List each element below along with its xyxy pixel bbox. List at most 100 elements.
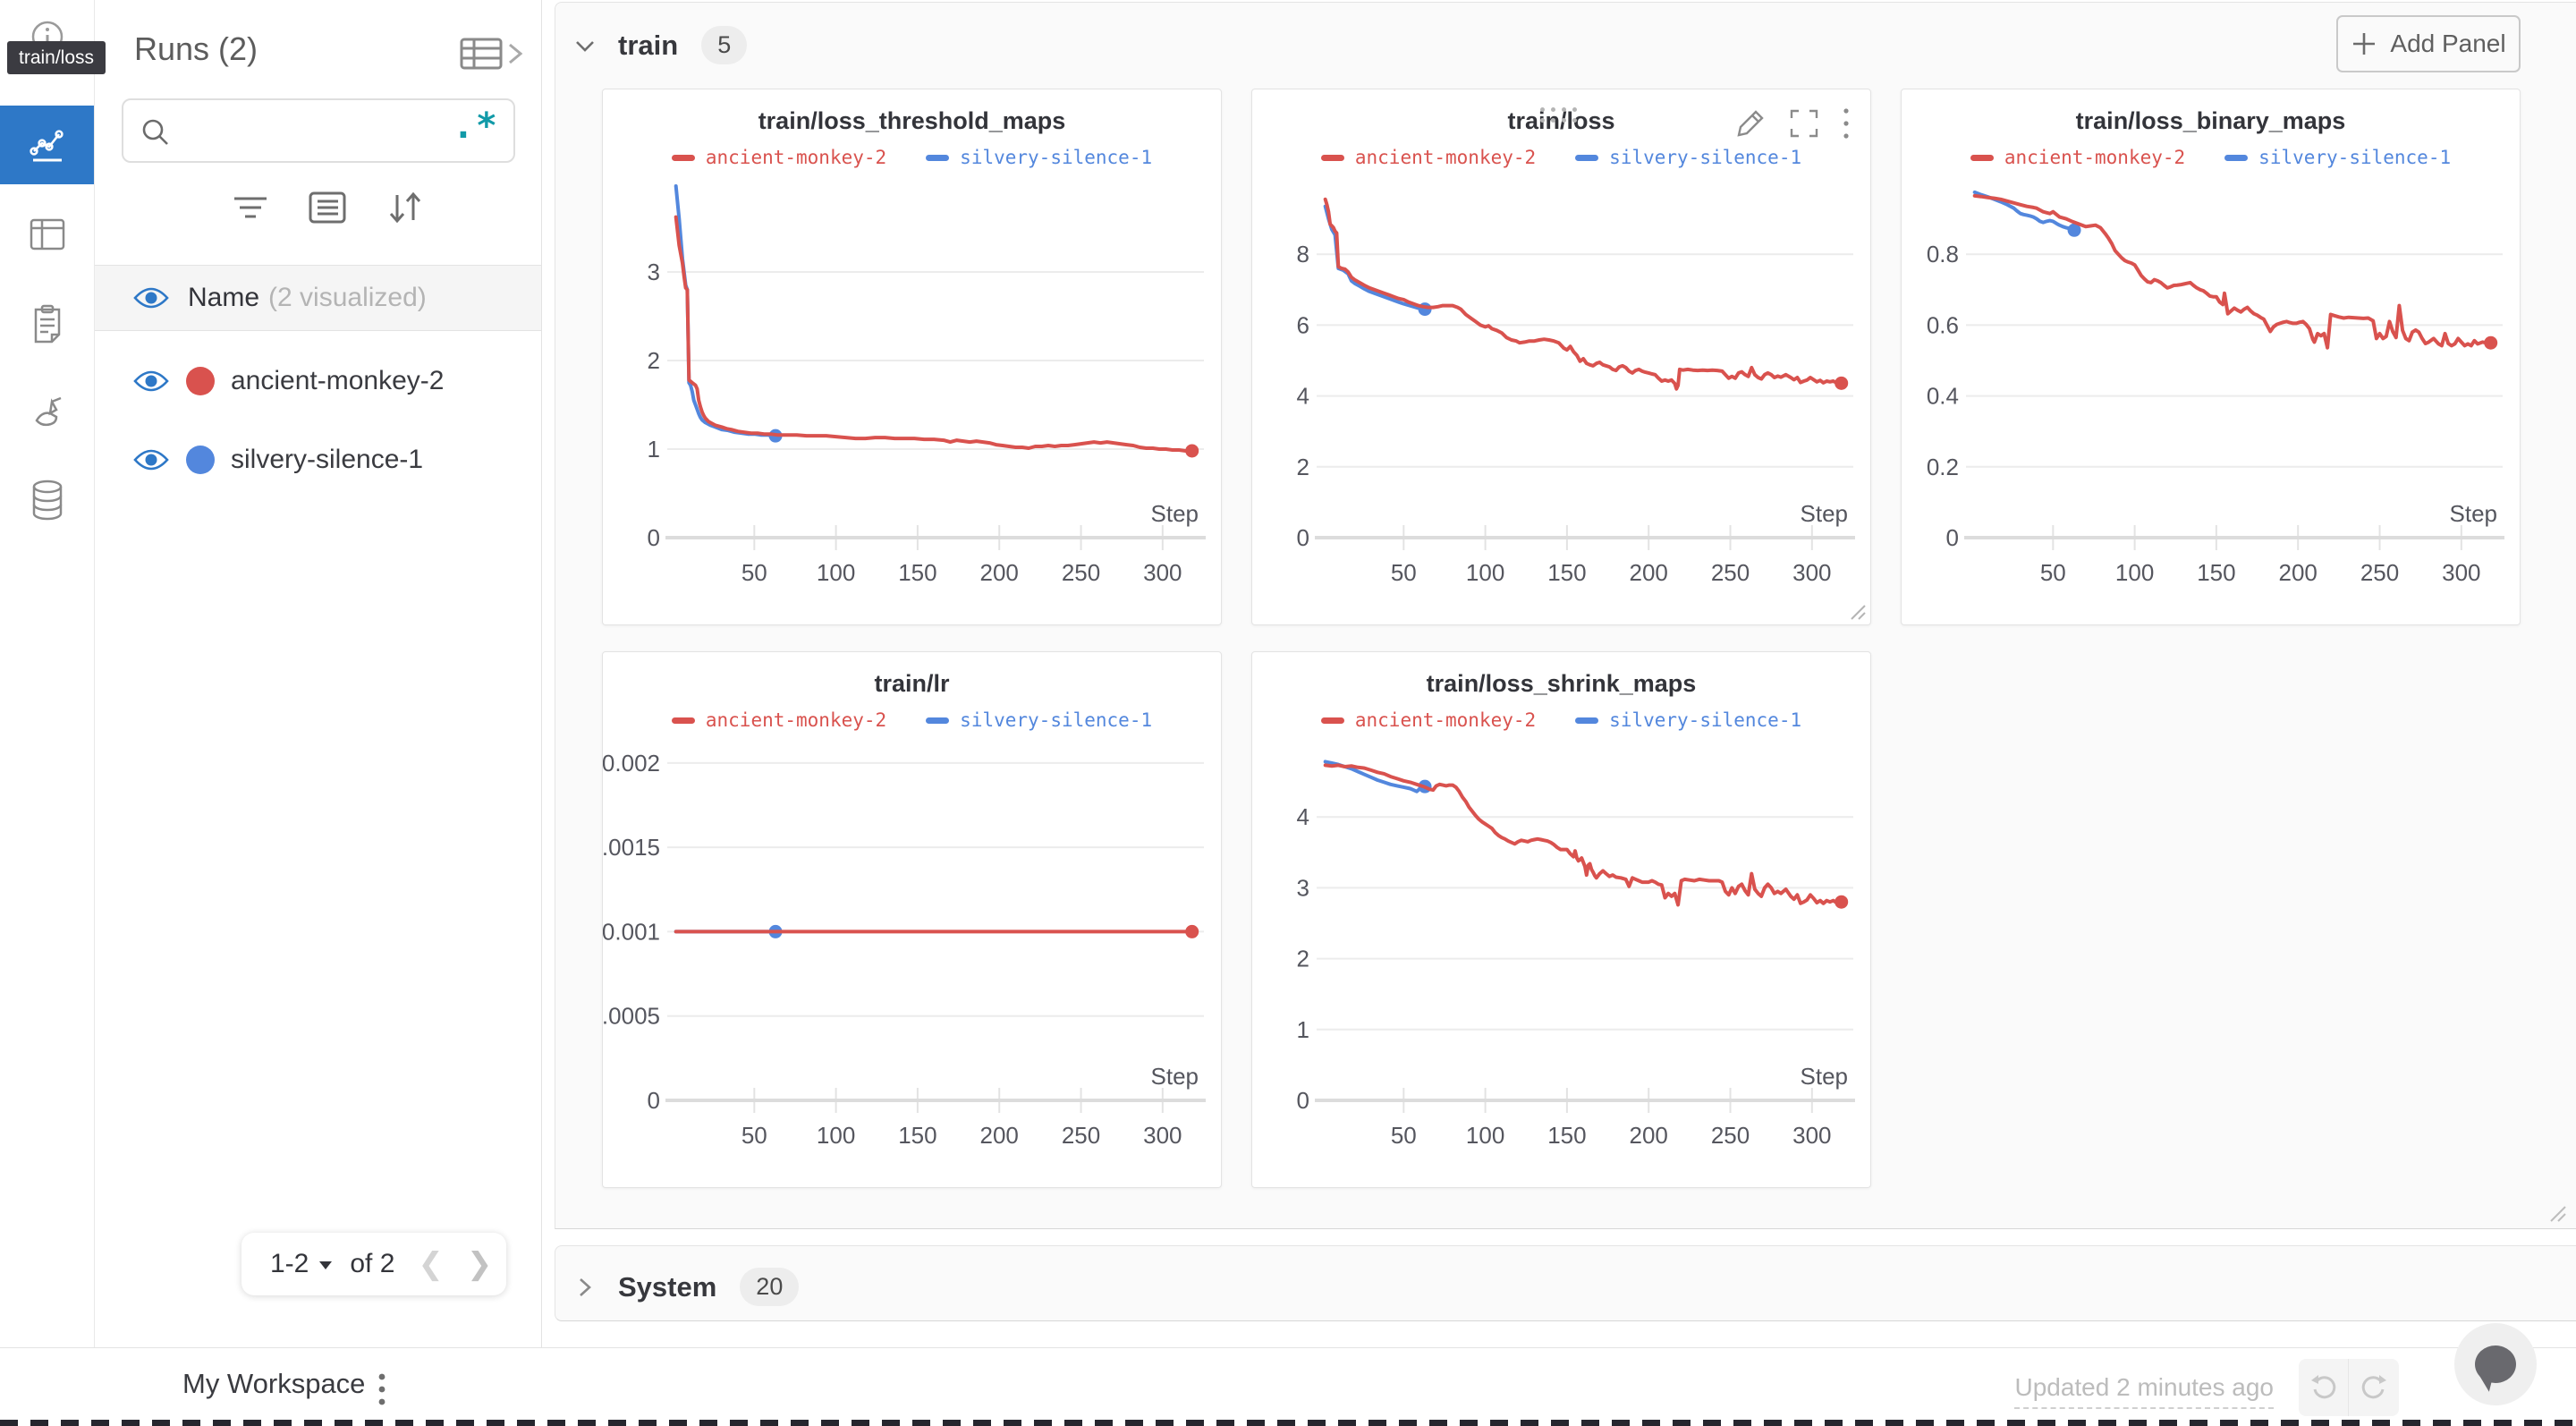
- svg-text:0: 0: [648, 524, 660, 551]
- svg-text:3: 3: [1297, 874, 1309, 901]
- svg-text:100: 100: [817, 559, 855, 586]
- svg-text:300: 300: [1143, 559, 1182, 586]
- svg-text:4: 4: [1297, 383, 1309, 410]
- legend-item[interactable]: ancient-monkey-2: [1970, 147, 2185, 168]
- toggle-run-visibility-button[interactable]: [131, 368, 172, 395]
- legend-run-name: ancient-monkey-2: [2004, 147, 2186, 168]
- run-row[interactable]: silvery-silence-1: [95, 420, 541, 499]
- svg-text:50: 50: [741, 559, 767, 586]
- legend-item[interactable]: ancient-monkey-2: [1320, 709, 1536, 731]
- chart-legend: ancient-monkey-2 silvery-silence-1: [1252, 144, 1870, 171]
- toggle-run-visibility-button[interactable]: [131, 446, 172, 473]
- page-size-dropdown-icon[interactable]: [314, 1255, 337, 1273]
- legend-item[interactable]: silvery-silence-1: [926, 709, 1152, 731]
- section-resize-handle[interactable]: [2547, 1203, 2567, 1223]
- chart-plot[interactable]: 0 0.2 0.4 0.6 0.8 50 100 150 200 250 300 Step: [1902, 171, 2520, 616]
- panel-resize-handle[interactable]: [1849, 603, 1867, 621]
- run-row[interactable]: ancient-monkey-2: [95, 342, 541, 420]
- legend-item[interactable]: silvery-silence-1: [2224, 147, 2451, 168]
- section-train-header[interactable]: train 5: [572, 26, 748, 64]
- sidebar-item-charts[interactable]: [0, 106, 94, 184]
- chart-plot[interactable]: 0 1 2 3 4 50 100 150 200 250 300 Step: [1252, 734, 1870, 1179]
- svg-text:200: 200: [980, 1122, 1019, 1149]
- sort-icon[interactable]: [379, 184, 429, 231]
- sidebar-item-logs[interactable]: [0, 284, 94, 363]
- panel-menu-kebab-icon[interactable]: [1842, 106, 1851, 141]
- svg-text:100: 100: [817, 1122, 855, 1149]
- chart-legend: ancient-monkey-2 silvery-silence-1: [603, 707, 1221, 734]
- tooltip: train/loss: [7, 41, 106, 74]
- expand-runs-table-button[interactable]: [458, 34, 526, 78]
- runs-pagination: 1-2 of 2 ❮ ❯: [242, 1233, 506, 1295]
- workspace-name-button[interactable]: My Workspace: [182, 1368, 366, 1399]
- workspace-main: train 5 Add Panel train/loss_threshold_m…: [543, 0, 2576, 1347]
- filter-icon[interactable]: [225, 184, 275, 231]
- runs-panel-title: Runs (2): [134, 30, 258, 67]
- group-icon[interactable]: [302, 184, 352, 231]
- svg-text:300: 300: [1792, 559, 1831, 586]
- search-icon: [142, 119, 168, 145]
- legend-run-name: silvery-silence-1: [2258, 147, 2452, 168]
- svg-text:50: 50: [1391, 1122, 1417, 1149]
- legend-run-name: silvery-silence-1: [1609, 147, 1802, 168]
- chart-plot[interactable]: 0 2 4 6 8 50 100 150 200 250 300 Step: [1252, 171, 1870, 616]
- svg-text:250: 250: [1062, 559, 1100, 586]
- legend-item[interactable]: ancient-monkey-2: [671, 147, 886, 168]
- edit-panel-icon[interactable]: [1736, 107, 1767, 140]
- svg-text:0: 0: [1297, 524, 1309, 551]
- run-color-dot[interactable]: [186, 367, 215, 395]
- svg-text:Step: Step: [1801, 1063, 1849, 1090]
- svg-text:Step: Step: [1151, 500, 1199, 527]
- svg-text:0.2: 0.2: [1927, 454, 1959, 480]
- svg-text:0.001: 0.001: [603, 918, 660, 945]
- svg-text:1: 1: [648, 436, 660, 463]
- panel-toolbar: [1736, 106, 1851, 141]
- svg-text:100: 100: [1466, 1122, 1504, 1149]
- left-nav-rail: [0, 0, 95, 1347]
- legend-item[interactable]: silvery-silence-1: [1575, 709, 1801, 731]
- eye-icon: [133, 287, 169, 309]
- runs-list-header: Name (2 visualized): [95, 265, 541, 331]
- legend-swatch: [1575, 154, 1599, 161]
- workspace-menu-kebab-icon[interactable]: [376, 1370, 388, 1409]
- sidebar-item-artifacts[interactable]: [0, 462, 94, 540]
- legend-item[interactable]: ancient-monkey-2: [671, 709, 887, 731]
- chart-panel: train/loss_threshold_maps ancient-monkey-…: [602, 89, 1222, 625]
- section-title: train: [618, 29, 679, 61]
- fullscreen-icon[interactable]: [1788, 107, 1820, 140]
- sidebar-item-panels[interactable]: [0, 195, 94, 274]
- chart-panel: train/loss ancient-monkey-2 silvery-silenc…: [1251, 89, 1871, 625]
- sidebar-item-sweeps[interactable]: [0, 376, 94, 454]
- svg-text:150: 150: [1547, 559, 1586, 586]
- tooltip-label: train/loss: [19, 47, 95, 68]
- page-range[interactable]: 1-2: [270, 1249, 309, 1278]
- legend-item[interactable]: ancient-monkey-2: [1320, 147, 1536, 168]
- run-color-dot[interactable]: [186, 446, 215, 474]
- svg-text:0: 0: [648, 1087, 660, 1114]
- help-chat-button[interactable]: [2454, 1323, 2537, 1405]
- runs-search-input[interactable]: [181, 104, 449, 157]
- add-panel-button[interactable]: Add Panel: [2336, 15, 2521, 72]
- svg-text:Step: Step: [2450, 500, 2498, 527]
- svg-text:0.4: 0.4: [1927, 383, 1959, 410]
- chart-panel: train/loss_binary_maps ancient-monkey-2 si…: [1901, 89, 2521, 625]
- regex-toggle-icon[interactable]: .*: [452, 106, 499, 147]
- toggle-all-visibility-button[interactable]: [131, 284, 172, 311]
- redo-button[interactable]: [2349, 1359, 2399, 1416]
- panel-drag-handle-icon[interactable]: [1539, 107, 1583, 129]
- chart-title: train/loss_shrink_maps: [1426, 670, 1697, 697]
- database-icon: [32, 480, 62, 521]
- chart-legend: ancient-monkey-2 silvery-silence-1: [1902, 144, 2520, 171]
- prev-page-button[interactable]: ❮: [418, 1247, 444, 1281]
- chart-plot[interactable]: 0 1 2 3 50 100 150 200 250 300 Step: [603, 171, 1221, 616]
- section-system-header[interactable]: System 20: [572, 1268, 800, 1306]
- chart-plot[interactable]: 0 0.0005 0.001 0.0015 0.002 50 100 150 200 250 300…: [589, 734, 1221, 1179]
- legend-item[interactable]: silvery-silence-1: [1575, 147, 1801, 168]
- next-page-button[interactable]: ❯: [466, 1247, 493, 1281]
- legend-run-name: silvery-silence-1: [960, 147, 1153, 168]
- legend-item[interactable]: silvery-silence-1: [926, 147, 1152, 168]
- runs-table-icon: [460, 38, 503, 70]
- undo-button[interactable]: [2299, 1359, 2349, 1416]
- legend-run-name: ancient-monkey-2: [705, 709, 887, 731]
- svg-text:150: 150: [898, 559, 936, 586]
